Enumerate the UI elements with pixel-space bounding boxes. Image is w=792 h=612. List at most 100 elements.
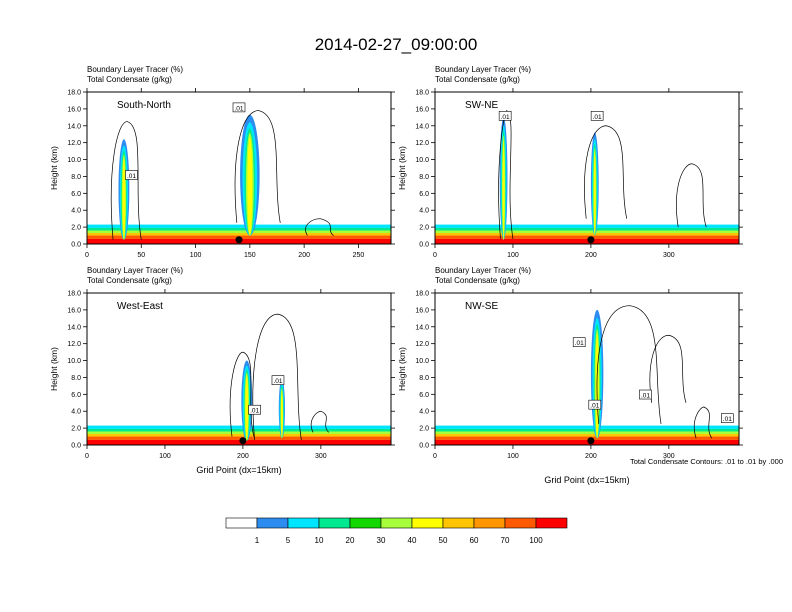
contour-label: .01 <box>273 378 282 385</box>
condensate-contour <box>596 305 662 424</box>
condensate-contour <box>498 110 514 239</box>
tracer-band <box>435 230 739 234</box>
panel-subtitle-2: Total Condensate (g/kg) <box>435 75 520 84</box>
tracer-band <box>87 224 391 228</box>
plot-area <box>87 293 391 445</box>
y-axis-label: Height (km) <box>49 146 59 190</box>
panel-subtitle-1: Boundary Layer Tracer (%) <box>87 65 183 74</box>
y-tick-label: 16.0 <box>67 307 81 314</box>
x-axis-label: Grid Point (dx=15km) <box>544 475 629 485</box>
colorbar-cell <box>504 517 537 529</box>
colorbar-cell <box>256 517 289 529</box>
tracer-band <box>87 436 391 440</box>
tracer-band <box>87 431 391 435</box>
condensate-contour <box>234 110 281 223</box>
tracer-band <box>87 233 391 236</box>
colorbar-cell <box>380 517 413 529</box>
colorbar-label: 20 <box>346 536 355 545</box>
x-tick-label: 100 <box>190 252 202 259</box>
contour-label: .01 <box>723 416 732 423</box>
y-tick-label: 6.0 <box>71 392 81 399</box>
y-tick-label: 14.0 <box>67 324 81 331</box>
y-tick-label: 16.0 <box>67 106 81 113</box>
plot-frame <box>86 292 392 446</box>
tracer-band <box>435 436 739 440</box>
tracer-column <box>122 158 126 240</box>
location-marker <box>239 437 247 445</box>
colorbar: 1 5 10 20 30 40 50 60 70 100 <box>225 517 568 545</box>
colorbar-cell <box>442 517 475 529</box>
colorbar-cell <box>287 517 320 529</box>
y-axis-label: Height (km) <box>397 347 407 391</box>
y-tick-label: 8.0 <box>419 375 429 382</box>
tracer-band <box>435 425 739 429</box>
x-tick-label: 250 <box>353 252 365 259</box>
y-tick-label: 4.0 <box>71 409 81 416</box>
panel-west-east: Boundary Layer Tracer (%)Total Condensat… <box>49 266 395 475</box>
colorbar-label: 70 <box>501 536 510 545</box>
condensate-contour <box>252 313 302 440</box>
contour-label-box <box>125 170 138 180</box>
y-tick-label: 2.0 <box>419 426 429 433</box>
x-tick-label: 300 <box>663 453 675 460</box>
contour-label: .01 <box>234 105 243 112</box>
y-axis-label: Height (km) <box>397 146 407 190</box>
x-tick-label: 300 <box>315 453 327 460</box>
x-tick-label: 200 <box>585 252 597 259</box>
panel-subtitle-2: Total Condensate (g/kg) <box>435 276 520 285</box>
y-tick-label: 6.0 <box>71 191 81 198</box>
y-tick-label: 6.0 <box>419 191 429 198</box>
panel-name: NW-SE <box>465 301 498 312</box>
contour-label: .01 <box>501 114 510 121</box>
y-tick-label: 0.0 <box>419 443 429 450</box>
tracer-band <box>435 224 739 228</box>
x-tick-label: 100 <box>507 252 519 259</box>
tracer-column <box>245 375 249 441</box>
y-tick-label: 16.0 <box>415 106 429 113</box>
panel-south-north: Boundary Layer Tracer (%)Total Condensat… <box>49 65 395 259</box>
x-tick-label: 0 <box>85 252 89 259</box>
panel-name: SW-NE <box>465 100 498 111</box>
x-tick-label: 100 <box>507 453 519 460</box>
panel-name: West-East <box>117 301 163 312</box>
contour-label: .01 <box>593 114 602 121</box>
y-tick-label: 12.0 <box>415 341 429 348</box>
y-tick-label: 14.0 <box>67 123 81 130</box>
tracer-band <box>435 431 739 435</box>
contour-label: .01 <box>575 340 584 347</box>
contour-label-box <box>590 111 604 121</box>
colorbar-cell <box>411 517 444 529</box>
plot-area <box>435 293 739 445</box>
tracer-band <box>87 227 391 231</box>
y-tick-label: 2.0 <box>71 225 81 232</box>
panel-nw-se: Boundary Layer Tracer (%)Total Condensat… <box>397 266 743 485</box>
contour-note: Total Condensate Contours: .01 to .01 by… <box>630 457 783 466</box>
colorbar-label: 1 <box>255 536 260 545</box>
y-tick-label: 18.0 <box>415 90 429 97</box>
tracer-band <box>435 434 739 437</box>
colorbar-label: 30 <box>377 536 386 545</box>
contour-label-box <box>639 389 652 400</box>
y-tick-label: 18.0 <box>67 90 81 97</box>
colorbar-cell <box>349 517 382 529</box>
tracer-column <box>280 390 283 439</box>
tracer-band <box>435 439 739 445</box>
tracer-band <box>87 428 391 432</box>
tracer-column <box>502 140 505 240</box>
condensate-contour <box>584 125 628 219</box>
tracer-column <box>247 137 253 236</box>
panel-subtitle-2: Total Condensate (g/kg) <box>87 75 172 84</box>
location-marker <box>587 437 595 445</box>
y-tick-label: 18.0 <box>67 291 81 298</box>
y-tick-label: 2.0 <box>71 426 81 433</box>
colorbar-cell <box>225 517 258 529</box>
contour-label-box <box>271 375 285 385</box>
panel-subtitle-1: Boundary Layer Tracer (%) <box>87 266 183 275</box>
tracer-band <box>87 434 391 437</box>
x-tick-label: 200 <box>585 453 597 460</box>
y-tick-label: 2.0 <box>419 225 429 232</box>
x-tick-label: 150 <box>244 252 256 259</box>
y-tick-label: 18.0 <box>415 291 429 298</box>
contour-label-box <box>248 404 261 415</box>
y-axis-label: Height (km) <box>49 347 59 391</box>
